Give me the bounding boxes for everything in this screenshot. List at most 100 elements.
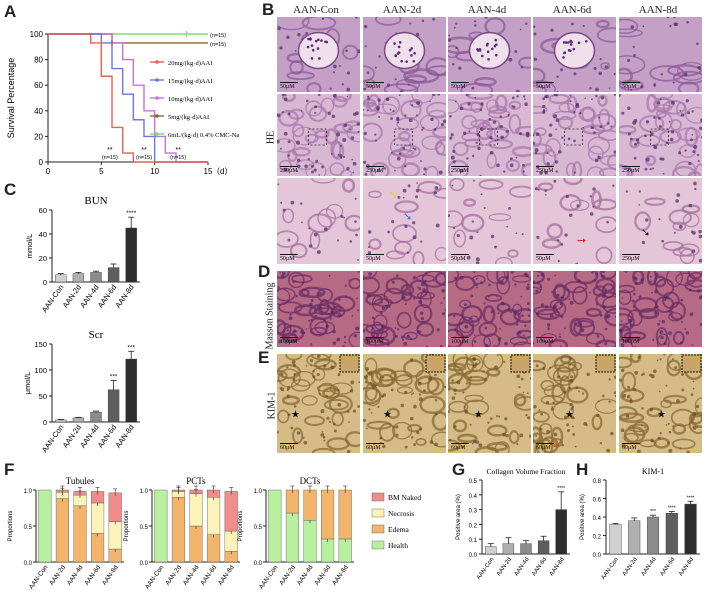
nucleus-dot xyxy=(619,329,623,333)
nucleus-dot xyxy=(668,120,671,123)
legend-label-3: 5mg/(kg·d)AAI xyxy=(168,114,209,121)
tubule-shape xyxy=(425,101,446,119)
tubule-shape xyxy=(391,421,413,440)
nucleus-dot xyxy=(296,431,301,435)
nucleus-dot xyxy=(540,412,544,416)
bar-3 xyxy=(107,267,120,283)
tubule-shape xyxy=(566,386,589,404)
legend-marker-4 xyxy=(155,132,159,136)
nucleus-dot xyxy=(533,32,537,36)
y-axis-label: Survival Percentage xyxy=(6,58,16,139)
tubule-shape xyxy=(669,119,682,131)
nucleus-dot xyxy=(550,407,554,411)
tubule-shape xyxy=(495,256,513,264)
micrograph-he2-1: 250μM xyxy=(362,93,447,177)
nucleus-dot xyxy=(309,302,313,307)
tubule-shape xyxy=(573,319,596,337)
nucleus-dot xyxy=(534,187,539,191)
scale-bar: 250μM xyxy=(366,168,384,174)
nucleus-dot xyxy=(602,294,606,298)
nucleus-dot xyxy=(629,324,633,327)
nucleus-dot xyxy=(463,131,467,136)
x-tick-label-1: AAN-2d xyxy=(48,564,67,587)
y-tick-label: 1.0 xyxy=(24,489,33,495)
nucleus-dot xyxy=(546,429,550,434)
nucleus-dot xyxy=(520,377,524,381)
tubule-shape xyxy=(308,105,328,122)
nucleus-dot xyxy=(433,191,437,195)
nucleus-dot xyxy=(629,137,633,141)
y-tick-label: 0.3 xyxy=(469,509,478,515)
nucleus-dot xyxy=(556,310,559,313)
nucleus-dot xyxy=(535,434,538,437)
nucleus-dot xyxy=(585,423,588,427)
nucleus-dot xyxy=(336,239,340,242)
tubule-shape xyxy=(600,62,610,70)
nucleus-dot xyxy=(539,285,543,289)
nucleus-dot xyxy=(679,110,682,112)
nucleus-dot xyxy=(321,165,324,169)
nucleus-dot xyxy=(314,105,318,109)
sig-label-2: *** xyxy=(650,509,656,515)
nucleus-dot xyxy=(398,152,402,155)
tubule-shape xyxy=(595,339,616,347)
tubule-shape xyxy=(537,182,554,192)
nucleus-dot xyxy=(402,146,406,150)
scale-bar: 250μM xyxy=(536,168,554,174)
nucleus-dot xyxy=(474,24,477,27)
nucleus-dot xyxy=(475,257,480,262)
nucleus-dot xyxy=(645,120,650,124)
tubule-shape xyxy=(679,248,695,264)
nucleus-dot xyxy=(409,358,414,362)
glomerular-nucleus xyxy=(398,41,402,44)
nucleus-dot xyxy=(692,380,695,383)
nucleus-dot xyxy=(395,425,399,429)
bar-2 xyxy=(520,543,532,555)
nucleus-dot xyxy=(665,384,668,387)
nucleus-dot xyxy=(629,398,633,401)
nucleus-dot xyxy=(586,312,589,315)
nucleus-dot xyxy=(526,392,529,395)
glomerulus-shape xyxy=(553,31,596,70)
nucleus-dot xyxy=(681,372,685,376)
glomerular-nucleus xyxy=(562,56,565,59)
row-label-he: HE xyxy=(265,130,277,145)
nucleus-dot xyxy=(676,399,680,403)
nucleus-dot xyxy=(314,111,317,114)
x-tick-label-4: AAN-8d xyxy=(101,564,120,587)
nucleus-dot xyxy=(282,208,286,212)
nucleus-dot xyxy=(568,298,571,300)
nucleus-dot xyxy=(342,138,347,142)
tubule-shape xyxy=(277,301,303,314)
tubule-shape xyxy=(311,367,326,381)
sig-stars-1: ** xyxy=(141,147,147,154)
glomerular-nucleus xyxy=(485,44,489,47)
survival-line-2 xyxy=(48,33,208,163)
tubule-shape xyxy=(511,145,531,158)
nucleus-dot xyxy=(368,272,372,276)
nucleus-dot xyxy=(489,417,493,421)
nucleus-dot xyxy=(619,94,621,97)
tubule-shape xyxy=(363,65,375,83)
tubule-shape xyxy=(499,308,521,326)
nucleus-dot xyxy=(671,310,674,313)
nucleus-dot xyxy=(387,343,390,347)
nucleus-dot xyxy=(281,271,286,276)
micrograph-he3-1: ➘ ➘ 50μM xyxy=(362,177,447,265)
tubule-shape xyxy=(281,395,300,406)
y-tick-label: 0.1 xyxy=(469,538,478,544)
micrograph-kim-0: ★ 60μM xyxy=(276,353,361,454)
y-tick-label: 0.6 xyxy=(593,498,602,504)
stack-edema-3 xyxy=(91,533,105,563)
nucleus-dot xyxy=(496,354,499,357)
tubule-shape xyxy=(552,401,574,420)
micrograph-he3-4: ➘ 250μM xyxy=(618,177,703,265)
nucleus-dot xyxy=(553,114,558,119)
tubule-shape xyxy=(597,94,608,107)
tubule-shape xyxy=(277,409,290,424)
nucleus-dot xyxy=(476,133,480,137)
sig-label-4: **** xyxy=(126,210,137,217)
nucleus-dot xyxy=(422,126,425,129)
nucleus-dot xyxy=(400,403,405,408)
sig-stars-2: ** xyxy=(175,147,181,154)
